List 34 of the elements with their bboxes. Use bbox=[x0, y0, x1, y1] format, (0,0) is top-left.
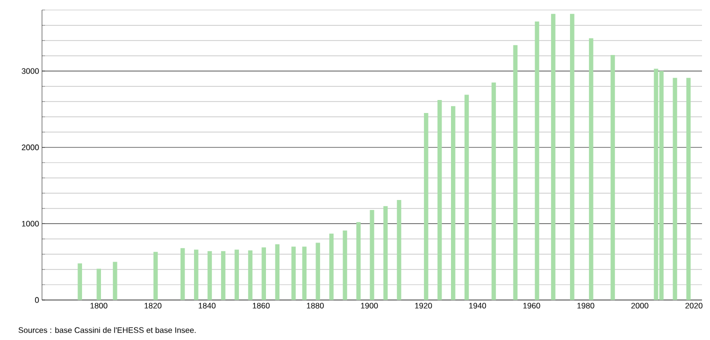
bar bbox=[672, 78, 678, 300]
bar bbox=[370, 210, 374, 300]
bar bbox=[513, 45, 518, 300]
bar bbox=[329, 234, 334, 300]
bar bbox=[291, 246, 296, 300]
bar bbox=[464, 94, 469, 300]
bar bbox=[383, 206, 388, 300]
bar bbox=[112, 262, 118, 300]
bar bbox=[424, 113, 428, 300]
bar bbox=[96, 268, 101, 300]
bar bbox=[570, 14, 574, 300]
bar bbox=[686, 78, 691, 300]
bar bbox=[534, 21, 540, 300]
bar bbox=[302, 246, 307, 300]
bar bbox=[248, 250, 252, 300]
bar bbox=[342, 230, 348, 300]
bar bbox=[275, 244, 280, 300]
bar bbox=[262, 247, 266, 300]
bar bbox=[221, 251, 226, 300]
bar bbox=[551, 14, 556, 300]
bar bbox=[610, 55, 615, 300]
bar bbox=[437, 100, 442, 300]
bar bbox=[356, 222, 361, 300]
bar bbox=[234, 250, 239, 300]
bar bbox=[194, 250, 198, 300]
bar bbox=[208, 251, 212, 300]
bar bbox=[316, 242, 320, 300]
bar bbox=[492, 82, 496, 300]
bar bbox=[588, 38, 594, 300]
bar bbox=[153, 252, 158, 300]
bar bbox=[180, 248, 185, 300]
bar bbox=[78, 263, 82, 300]
bar bbox=[450, 106, 456, 300]
bar bbox=[396, 200, 402, 300]
